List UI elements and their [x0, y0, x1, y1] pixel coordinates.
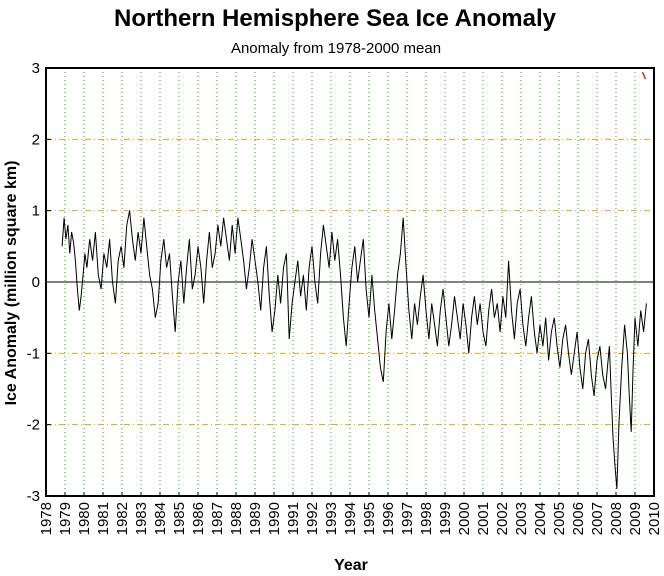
chart-title: Northern Hemisphere Sea Ice Anomaly: [114, 5, 557, 32]
x-tick-label: 1982: [114, 502, 131, 535]
chart-subtitle: Anomaly from 1978-2000 mean: [231, 40, 441, 57]
x-tick-label: 2002: [494, 502, 511, 535]
x-tick-label: 2006: [570, 502, 587, 535]
y-tick-label: -3: [27, 488, 40, 505]
y-axis-label: Ice Anomaly (million square km): [3, 161, 20, 406]
x-tick-label: 2003: [513, 502, 530, 535]
y-tick-label: 3: [32, 60, 40, 77]
x-tick-label: 1991: [285, 502, 302, 535]
y-tick-label: 1: [32, 203, 40, 220]
x-tick-label: 2009: [627, 502, 644, 535]
series-line: [61, 210, 647, 489]
x-tick-label: 1986: [190, 502, 207, 535]
x-tick-label: 2010: [646, 502, 663, 535]
x-tick-label: 1997: [399, 502, 416, 535]
y-tick-label: -1: [27, 345, 40, 362]
x-tick-label: 2001: [475, 502, 492, 535]
x-tick-label: 2008: [608, 502, 625, 535]
y-tick-label: 2: [32, 131, 40, 148]
x-tick-label: 1987: [209, 502, 226, 535]
x-tick-label: 1981: [95, 502, 112, 535]
x-tick-label: 1984: [152, 502, 169, 535]
x-tick-label: 1999: [437, 502, 454, 535]
x-axis-label: Year: [334, 557, 368, 574]
y-tick-label: -2: [27, 417, 40, 434]
marker: [641, 71, 647, 80]
x-tick-label: 1989: [247, 502, 264, 535]
x-tick-label: 1983: [133, 502, 150, 535]
x-tick-label: 2004: [532, 502, 549, 535]
x-tick-label: 1990: [266, 502, 283, 535]
x-tick-label: 1979: [57, 502, 74, 535]
x-tick-label: 1992: [304, 502, 321, 535]
marker-mark: [641, 71, 647, 80]
x-tick-label: 1985: [171, 502, 188, 535]
x-tick-label: 2007: [589, 502, 606, 535]
x-tick-label: 1993: [323, 502, 340, 535]
grid-lines: [46, 68, 654, 496]
x-tick-label: 2005: [551, 502, 568, 535]
x-tick-label: 1994: [342, 502, 359, 535]
x-tick-label: 1996: [380, 502, 397, 535]
x-tick-label: 1995: [361, 502, 378, 535]
x-tick-label: 1998: [418, 502, 435, 535]
x-tick-label: 2000: [456, 502, 473, 535]
x-tick-label: 1978: [38, 502, 55, 535]
y-tick-labels: 3 2 1 0 -1 -2 -3: [27, 60, 51, 505]
x-tick-label: 1988: [228, 502, 245, 535]
y-tick-label: 0: [32, 274, 40, 291]
x-tick-labels: 1978 1979 1980 1981 1982 1983 1984 1985 1986 1987…: [38, 492, 663, 535]
x-tick-label: 1980: [76, 502, 93, 535]
